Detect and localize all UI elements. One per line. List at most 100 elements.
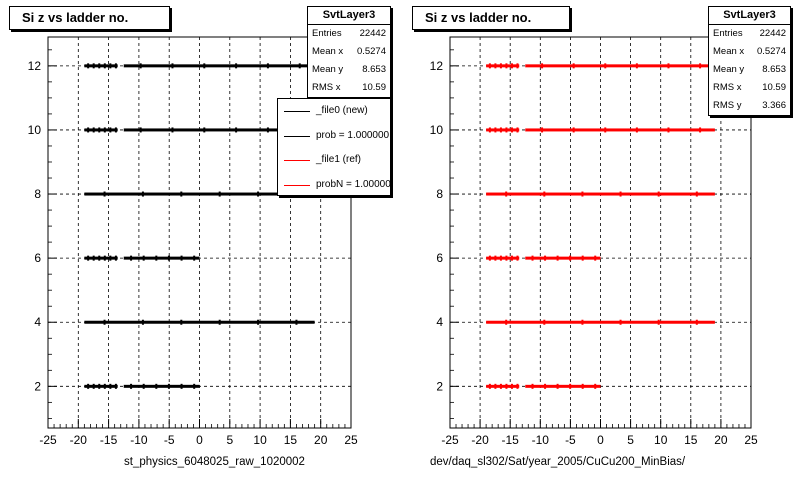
stats-label: Mean y: [312, 64, 344, 75]
data-band-10: [84, 128, 118, 132]
data-point: [543, 319, 546, 325]
data-band-12: [123, 64, 315, 68]
data-band-6: [84, 256, 118, 260]
x-tick-label: -25: [39, 433, 57, 447]
data-point: [218, 319, 221, 325]
legend-entry: prob = 1.000000: [278, 124, 390, 149]
data-point: [155, 383, 158, 389]
y-tick-label: 6: [436, 251, 443, 265]
data-point: [193, 255, 196, 261]
data-point: [98, 127, 101, 133]
x-axis-title-left: st_physics_6048025_raw_1020002: [124, 456, 305, 468]
x-axis-title-right: dev/daq_sl302/Sat/year_2005/CuCu200_MinB…: [430, 456, 686, 468]
data-point: [505, 127, 508, 133]
stats-value: 10.59: [762, 82, 786, 93]
stats-row: RMS y 3.366: [709, 97, 790, 115]
data-point: [572, 127, 575, 133]
data-band-2: [84, 384, 118, 388]
data-point: [98, 255, 101, 261]
data-point: [569, 255, 572, 261]
data-point: [619, 319, 622, 325]
data-point: [510, 255, 513, 261]
data-point: [141, 191, 144, 197]
data-point: [141, 319, 144, 325]
chart-title-text: Si z vs ladder no.: [425, 10, 532, 25]
legend-label: prob = 1.000000: [316, 129, 390, 141]
data-point: [257, 191, 260, 197]
data-point: [541, 127, 544, 133]
data-point: [494, 127, 497, 133]
stats-label: Entries: [713, 28, 743, 39]
data-point: [266, 63, 269, 69]
legend-box: _file0 (new) prob = 1.000000 _file1 (ref…: [277, 98, 391, 196]
stats-row: Mean y 8.653: [308, 61, 390, 79]
stats-value: 10.59: [362, 82, 386, 93]
data-point: [130, 255, 133, 261]
data-point: [667, 127, 670, 133]
data-point: [594, 255, 597, 261]
data-point: [193, 383, 196, 389]
data-point: [130, 383, 133, 389]
data-point: [103, 319, 106, 325]
stats-name: SvtLayer3: [709, 7, 790, 25]
data-point: [695, 319, 698, 325]
stats-value: 0.5274: [756, 46, 786, 57]
data-point: [695, 191, 698, 197]
stats-name: SvtLayer3: [308, 7, 390, 25]
data-point: [494, 255, 497, 261]
data-point: [114, 63, 117, 69]
data-band-6: [123, 256, 200, 260]
data-point: [92, 383, 95, 389]
data-point: [581, 383, 584, 389]
data-point: [92, 255, 95, 261]
x-tick-label: 5: [226, 433, 233, 447]
data-point: [516, 63, 519, 69]
y-tick-label: 4: [436, 315, 443, 329]
stats-value: 3.366: [762, 100, 786, 111]
data-point: [488, 63, 491, 69]
data-point: [167, 383, 170, 389]
data-point: [505, 63, 508, 69]
data-point: [488, 255, 491, 261]
legend-swatch: [284, 184, 310, 186]
data-point: [92, 127, 95, 133]
stats-label: Mean x: [713, 46, 745, 57]
data-point: [544, 383, 547, 389]
data-point: [516, 383, 519, 389]
stats-label: RMS x: [312, 82, 341, 93]
y-tick-label: 6: [34, 251, 41, 265]
data-band-2: [486, 384, 520, 388]
y-tick-label: 10: [28, 123, 42, 137]
data-point: [139, 127, 142, 133]
data-point: [203, 127, 206, 133]
data-point: [635, 63, 638, 69]
x-tick-label: 0: [597, 433, 604, 447]
data-point: [180, 191, 183, 197]
x-tick-label: 20: [314, 433, 328, 447]
data-point: [543, 191, 546, 197]
data-point: [109, 127, 112, 133]
data-point: [235, 127, 238, 133]
data-point: [488, 127, 491, 133]
x-tick-label: 5: [627, 433, 634, 447]
legend-swatch: [284, 160, 310, 161]
data-point: [167, 255, 170, 261]
data-point: [488, 383, 491, 389]
data-band-8: [486, 192, 715, 196]
data-band-12: [525, 64, 715, 68]
data-point: [657, 191, 660, 197]
data-band-10: [123, 128, 315, 132]
data-point: [103, 191, 106, 197]
data-point: [494, 63, 497, 69]
data-band-6: [525, 256, 601, 260]
data-point: [109, 63, 112, 69]
data-point: [114, 255, 117, 261]
data-band-10: [525, 128, 715, 132]
legend-swatch: [284, 135, 310, 137]
data-point: [510, 127, 513, 133]
stats-row: RMS x 10.59: [308, 79, 390, 97]
data-point: [114, 127, 117, 133]
data-point: [505, 255, 508, 261]
legend-swatch: [284, 111, 310, 112]
